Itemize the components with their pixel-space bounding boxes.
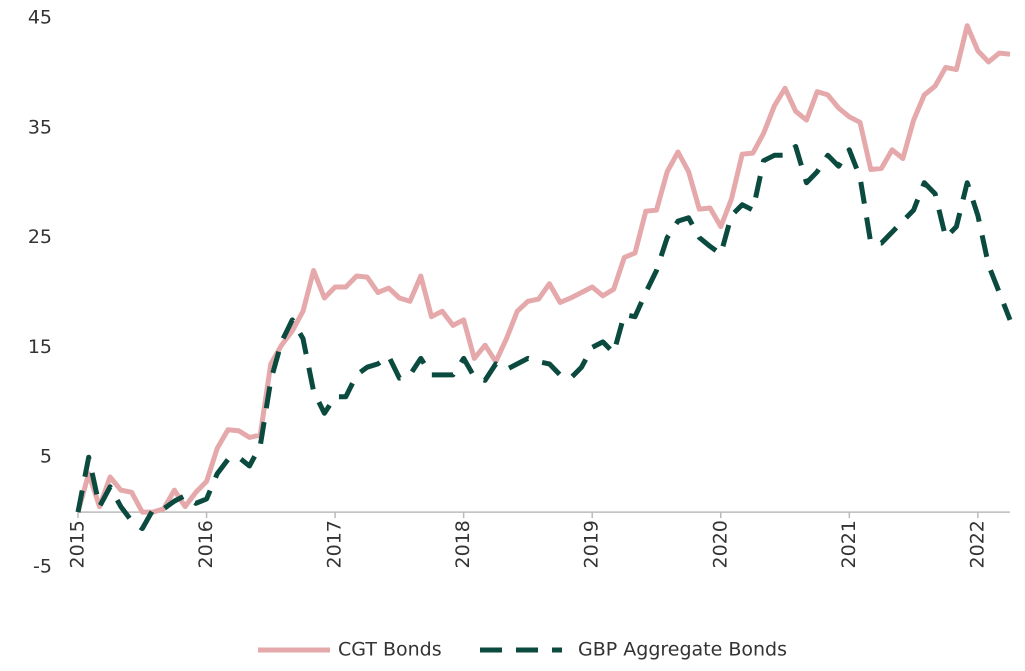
x-tick-label: 2021 <box>838 520 860 568</box>
x-tick-label: 2015 <box>67 520 89 568</box>
x-tick-label: 2018 <box>452 520 474 568</box>
x-tick-label: 2019 <box>581 520 603 568</box>
y-tick-label: 5 <box>40 446 52 468</box>
legend-label: CGT Bonds <box>338 639 442 661</box>
y-tick-label: -5 <box>33 556 52 578</box>
series-line <box>75 144 1013 532</box>
y-tick-label: 35 <box>28 116 52 138</box>
x-tick-label: 2017 <box>324 520 346 568</box>
legend-label: GBP Aggregate Bonds <box>578 639 787 661</box>
y-tick-label: 45 <box>28 7 52 29</box>
x-tick-label: 2020 <box>709 520 731 568</box>
x-tick-label: 2016 <box>195 520 217 568</box>
x-tick-label: 2022 <box>966 520 988 568</box>
y-tick-label: 15 <box>28 336 52 358</box>
series-line <box>75 23 1011 515</box>
y-tick-label: 25 <box>28 226 52 248</box>
